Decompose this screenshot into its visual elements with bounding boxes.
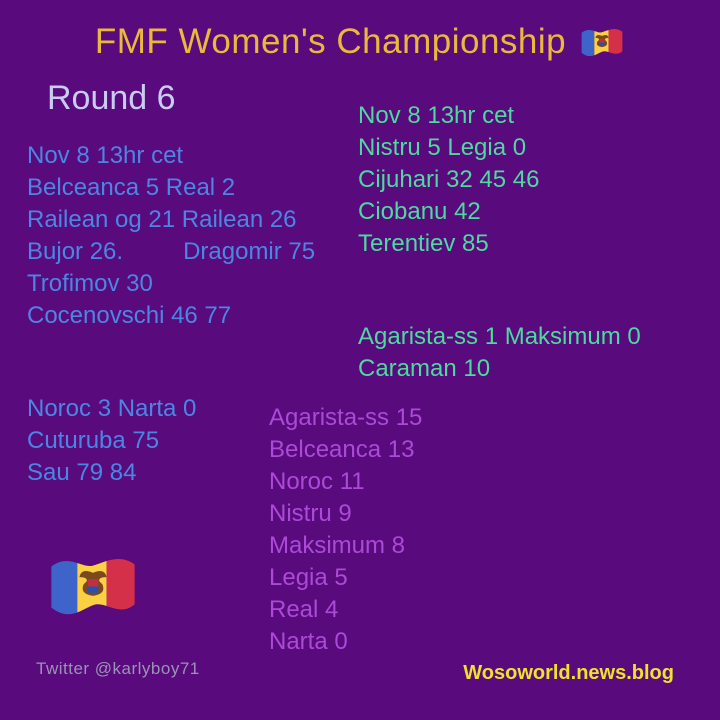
- fixture-belceanca-real: Nov 8 13hr cet Belceanca 5 Real 2 Railea…: [27, 140, 315, 332]
- fixture-noroc-narta: Noroc 3 Narta 0 Cuturuba 75 Sau 79 84: [27, 393, 196, 489]
- fixture-datetime: Nov 8 13hr cet: [358, 102, 515, 129]
- fixture-score: Agarista-ss 1 Maksimum 0: [358, 323, 641, 350]
- standings-row: Noroc 11: [269, 468, 365, 495]
- fixture-score: Nistru 5 Legia 0: [358, 134, 527, 161]
- standings-row: Legia 5: [269, 564, 348, 591]
- moldova-flag-icon: [46, 549, 140, 624]
- fixture-datetime: Nov 8 13hr cet: [27, 142, 184, 169]
- site-credit: Wosoworld.news.blog: [463, 662, 674, 684]
- standings-row: Maksimum 8: [269, 532, 406, 559]
- fixture-scorers: Cijuhari 32 45 46: [358, 166, 540, 193]
- header: FMF Women's Championship: [0, 22, 720, 62]
- fixture-scorers: Trofimov 30: [27, 270, 153, 297]
- standings-list: Agarista-ss 15 Belceanca 13 Noroc 11 Nis…: [269, 402, 422, 658]
- page-title: FMF Women's Championship: [94, 22, 567, 61]
- standings-row: Agarista-ss 15: [269, 404, 423, 431]
- fixture-agarista-maksimum: Agarista-ss 1 Maksimum 0 Caraman 10: [358, 321, 641, 385]
- standings-row: Belceanca 13: [269, 436, 415, 463]
- fixture-score: Belceanca 5 Real 2: [27, 174, 236, 201]
- fixture-score: Noroc 3 Narta 0: [27, 395, 197, 422]
- fixture-scorers: Ciobanu 42: [358, 198, 481, 225]
- round-label: Round 6: [47, 79, 176, 117]
- standings-row: Real 4: [269, 596, 339, 623]
- fixture-scorers: Railean og 21 Railean 26: [27, 206, 297, 233]
- moldova-flag-icon: [579, 24, 625, 61]
- fixture-scorers: Caraman 10: [358, 355, 491, 382]
- fixture-nistru-legia: Nov 8 13hr cet Nistru 5 Legia 0 Cijuhari…: [358, 100, 539, 260]
- fixture-scorers: Terentiev 85: [358, 230, 489, 257]
- standings-row: Narta 0: [269, 628, 348, 655]
- standings-row: Nistru 9: [269, 500, 352, 527]
- fixture-scorers: Bujor 26. Dragomir 75: [27, 238, 316, 265]
- fixture-scorers: Sau 79 84: [27, 459, 137, 486]
- twitter-handle: Twitter @karlyboy71: [36, 659, 200, 678]
- fixture-scorers: Cocenovschi 46 77: [27, 302, 232, 329]
- fixture-scorers: Cuturuba 75: [27, 427, 160, 454]
